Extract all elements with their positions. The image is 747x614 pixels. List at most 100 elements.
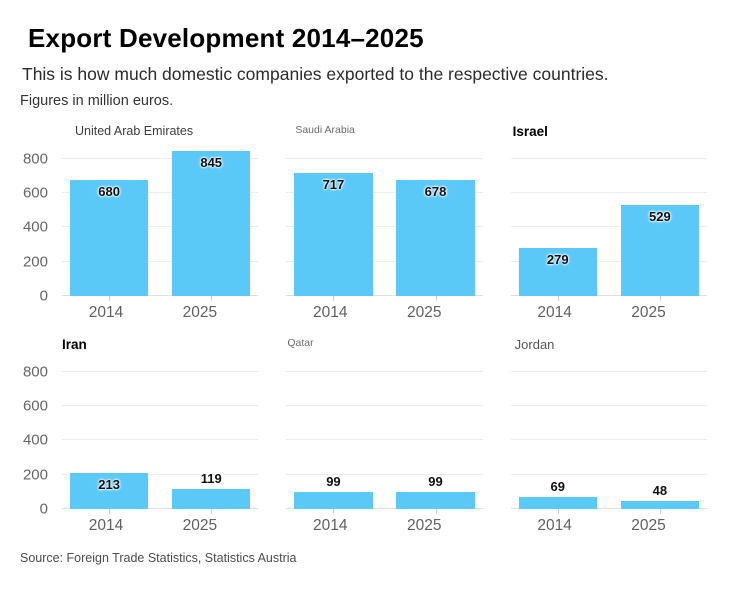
page-title: Export Development 2014–2025 <box>28 23 424 53</box>
x-axis-labels: 2014 2025 <box>511 517 707 535</box>
gridline <box>510 474 707 475</box>
x-label-2014: 2014 <box>88 517 124 534</box>
bar-2014: 680 <box>69 179 149 296</box>
x-label-2014: 2014 <box>313 304 348 321</box>
panel-united-arab-emirates: United Arab Emirates 680 845 2014 2025 <box>62 124 259 322</box>
x-label-2025: 2025 <box>631 517 666 534</box>
gridline <box>62 226 259 227</box>
x-label-2025: 2025 <box>182 304 218 321</box>
source-note: Source: Foreign Trade Statistics, Statis… <box>20 551 297 565</box>
bar-value-label: 845 <box>200 155 223 171</box>
bar-value-label: 529 <box>649 209 671 225</box>
bar-2014: 717 <box>294 173 373 296</box>
bar-2014: 279 <box>518 248 598 296</box>
axis-baseline <box>510 508 707 509</box>
gridline <box>510 226 707 227</box>
bar-value-label: 717 <box>322 177 345 193</box>
bar-value-label: 279 <box>546 252 569 268</box>
gridline <box>286 474 483 475</box>
y-tick-label: 800 <box>22 150 48 168</box>
gridline <box>286 405 483 406</box>
chart-row-bottom: 800 600 400 200 0 Iran 213 119 2014 <box>0 337 707 535</box>
gridline <box>62 405 259 406</box>
bar-2025: 678 <box>396 179 475 296</box>
bar-2025: 119 <box>171 471 251 509</box>
x-tick-mark <box>211 509 213 514</box>
y-tick-label: 0 <box>39 500 48 518</box>
panel-plot: 680 845 <box>62 146 259 301</box>
x-tick-mark <box>333 509 335 514</box>
axis-baseline <box>62 295 259 296</box>
x-label-2025: 2025 <box>631 304 666 321</box>
x-axis-labels: 2014 2025 <box>511 304 707 322</box>
x-tick-mark <box>211 296 213 301</box>
x-tick-mark <box>659 509 661 514</box>
gridline <box>510 371 707 372</box>
gridline <box>286 226 483 227</box>
bar-value-label: 678 <box>424 183 447 199</box>
y-tick-label: 600 <box>22 184 48 202</box>
axis-baseline <box>62 508 259 509</box>
gridline <box>286 439 483 440</box>
bar-2014: 99 <box>294 474 373 509</box>
y-axis: 800 600 400 200 0 <box>0 124 62 304</box>
x-label-2025: 2025 <box>406 517 442 534</box>
y-tick-label: 200 <box>22 466 48 484</box>
bar-2025: 529 <box>620 205 700 296</box>
x-label-2025: 2025 <box>406 304 442 321</box>
bar-2025: 845 <box>171 151 251 296</box>
x-label-2025: 2025 <box>182 517 218 534</box>
chart-unit-note: Figures in million euros. <box>20 93 174 109</box>
gridline <box>510 405 707 406</box>
gridline <box>510 261 707 262</box>
y-tick-label: 400 <box>22 431 48 449</box>
panel-title: Iran <box>62 337 87 352</box>
y-axis: 800 600 400 200 0 <box>0 337 62 517</box>
x-tick-mark <box>109 509 111 514</box>
bar-2014: 213 <box>69 472 149 509</box>
x-axis-labels: 2014 2025 <box>62 304 258 322</box>
gridline <box>510 192 707 193</box>
panel-plot: 279 529 <box>510 146 707 301</box>
gridline <box>62 192 259 193</box>
gridline <box>286 371 483 372</box>
x-label-2014: 2014 <box>88 304 124 321</box>
gridline <box>286 158 483 159</box>
panel-jordan: Jordan 69 48 2014 2025 <box>510 337 707 535</box>
panel-title: Qatar <box>287 337 314 349</box>
x-axis-labels: 2014 2025 <box>286 517 482 535</box>
bar-2025: 99 <box>396 474 475 509</box>
x-axis-labels: 2014 2025 <box>286 304 482 322</box>
panel-plot: 213 119 <box>62 359 259 514</box>
gridline <box>62 261 259 262</box>
small-multiples-grid: 800 600 400 200 0 United Arab Emirates 6… <box>0 124 747 535</box>
y-tick-label: 600 <box>22 397 48 415</box>
x-tick-mark <box>435 296 437 301</box>
x-tick-mark <box>435 509 437 514</box>
chart-subtitle: This is how much domestic companies expo… <box>22 64 609 84</box>
panel-plot: 69 48 <box>510 359 707 514</box>
x-label-2014: 2014 <box>537 517 572 534</box>
gridline <box>510 439 707 440</box>
gridline <box>286 261 483 262</box>
bar-value-label: 99 <box>326 474 341 489</box>
x-label-2014: 2014 <box>537 304 572 321</box>
chart-row-top: 800 600 400 200 0 United Arab Emirates 6… <box>0 124 707 322</box>
panel-israel: Israel 279 529 2014 2025 <box>510 124 707 322</box>
y-tick-label: 200 <box>22 253 48 271</box>
bar-value-label: 99 <box>428 474 443 489</box>
gridline <box>510 158 707 159</box>
panel-saudi-arabia: Saudi Arabia 717 678 2014 2025 <box>286 124 483 322</box>
gridline <box>62 371 259 372</box>
panel-title: United Arab Emirates <box>75 124 194 138</box>
x-label-2014: 2014 <box>313 517 348 534</box>
x-tick-mark <box>557 296 559 301</box>
y-tick-label: 800 <box>22 363 48 381</box>
x-tick-mark <box>333 296 335 301</box>
panel-title: Saudi Arabia <box>295 124 355 136</box>
x-tick-mark <box>557 509 559 514</box>
bar-value-label: 48 <box>652 482 668 498</box>
gridline <box>62 158 259 159</box>
x-tick-mark <box>659 296 661 301</box>
x-tick-mark <box>109 296 111 301</box>
